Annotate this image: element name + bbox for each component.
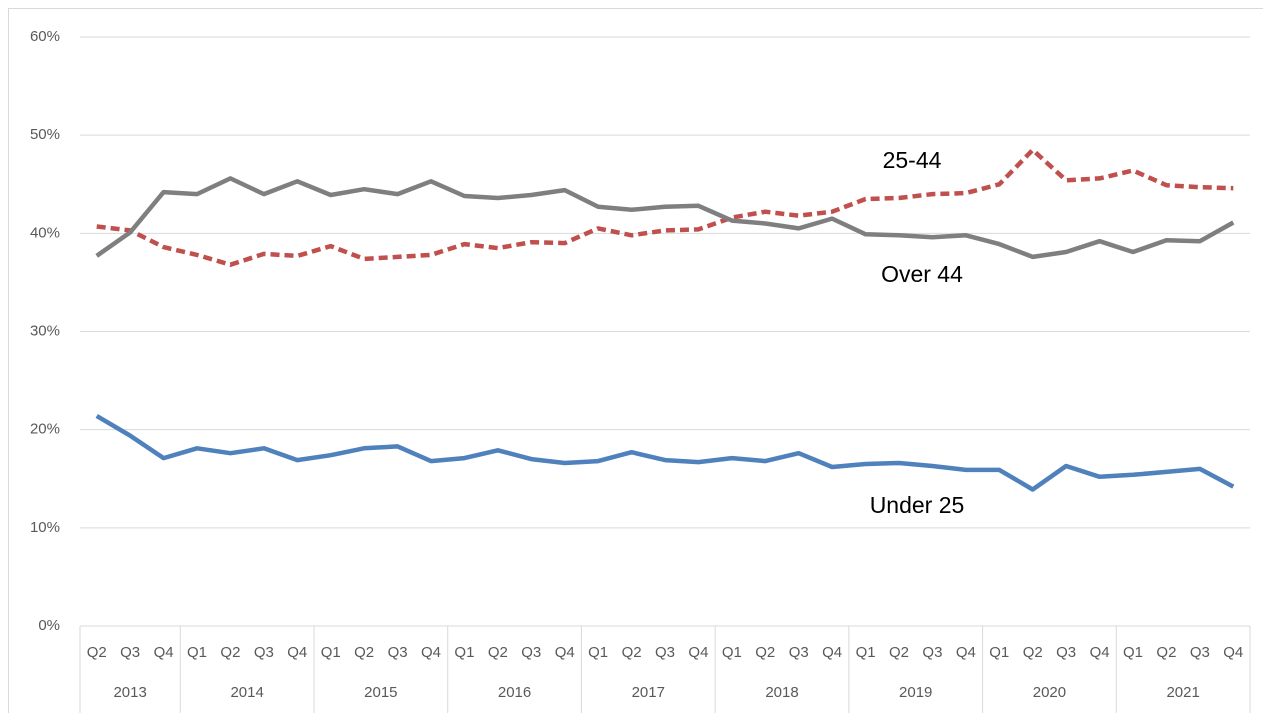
x-tick-label: Q4 bbox=[688, 644, 708, 661]
frame bbox=[8, 8, 1263, 713]
x-group-label: 2013 bbox=[113, 684, 146, 701]
x-tick-label: Q2 bbox=[220, 644, 240, 661]
x-tick-label: Q2 bbox=[354, 644, 374, 661]
series-line bbox=[95, 176, 1235, 260]
y-tick-label: 50% bbox=[30, 126, 60, 143]
x-group-label: 2014 bbox=[230, 684, 263, 701]
x-tick-label: Q3 bbox=[388, 644, 408, 661]
x-group-label: 2019 bbox=[899, 684, 932, 701]
x-tick-label: Q1 bbox=[722, 644, 742, 661]
y-tick-label: 10% bbox=[30, 519, 60, 536]
x-tick-label: Q2 bbox=[889, 644, 909, 661]
x-group-label: 2016 bbox=[498, 684, 531, 701]
y-tick-label: 0% bbox=[38, 617, 60, 634]
x-tick-label: Q4 bbox=[822, 644, 842, 661]
x-group-label: 2018 bbox=[765, 684, 798, 701]
x-tick-label: Q4 bbox=[287, 644, 307, 661]
series-annotation: Under 25 bbox=[870, 492, 965, 518]
x-tick-label: Q1 bbox=[1123, 644, 1143, 661]
series-line bbox=[96, 147, 1234, 267]
x-group-label: 2020 bbox=[1033, 684, 1066, 701]
x-tick-label: Q2 bbox=[488, 644, 508, 661]
x-tick-label: Q4 bbox=[1223, 644, 1243, 661]
y-tick-label: 30% bbox=[30, 322, 60, 339]
x-tick-label: Q4 bbox=[555, 644, 575, 661]
x-tick-label: Q1 bbox=[187, 644, 207, 661]
y-tick-label: 40% bbox=[30, 224, 60, 241]
y-tick-label: 20% bbox=[30, 421, 60, 438]
x-tick-label: Q2 bbox=[755, 644, 775, 661]
x-group-label: 2015 bbox=[364, 684, 397, 701]
x-tick-label: Q1 bbox=[321, 644, 341, 661]
x-tick-label: Q2 bbox=[1023, 644, 1043, 661]
x-tick-label: Q2 bbox=[87, 644, 107, 661]
x-tick-label: Q1 bbox=[989, 644, 1009, 661]
x-tick-label: Q3 bbox=[922, 644, 942, 661]
x-group-label: 2021 bbox=[1166, 684, 1199, 701]
x-tick-label: Q3 bbox=[254, 644, 274, 661]
series-annotation: 25-44 bbox=[883, 147, 942, 173]
x-tick-label: Q1 bbox=[588, 644, 608, 661]
y-tick-label: 60% bbox=[30, 28, 60, 45]
x-tick-label: Q4 bbox=[154, 644, 174, 661]
x-tick-label: Q3 bbox=[521, 644, 541, 661]
x-tick-label: Q2 bbox=[1156, 644, 1176, 661]
x-tick-label: Q1 bbox=[856, 644, 876, 661]
series-annotation: Over 44 bbox=[881, 261, 963, 287]
x-tick-label: Q3 bbox=[789, 644, 809, 661]
x-tick-label: Q3 bbox=[1190, 644, 1210, 661]
x-tick-label: Q3 bbox=[1056, 644, 1076, 661]
x-tick-label: Q4 bbox=[1090, 644, 1110, 661]
x-tick-label: Q3 bbox=[120, 644, 140, 661]
x-group-label: 2017 bbox=[632, 684, 665, 701]
x-tick-label: Q2 bbox=[622, 644, 642, 661]
x-tick-label: Q4 bbox=[421, 644, 441, 661]
x-tick-label: Q1 bbox=[454, 644, 474, 661]
x-tick-label: Q3 bbox=[655, 644, 675, 661]
series-line bbox=[95, 413, 1235, 492]
x-tick-label: Q4 bbox=[956, 644, 976, 661]
